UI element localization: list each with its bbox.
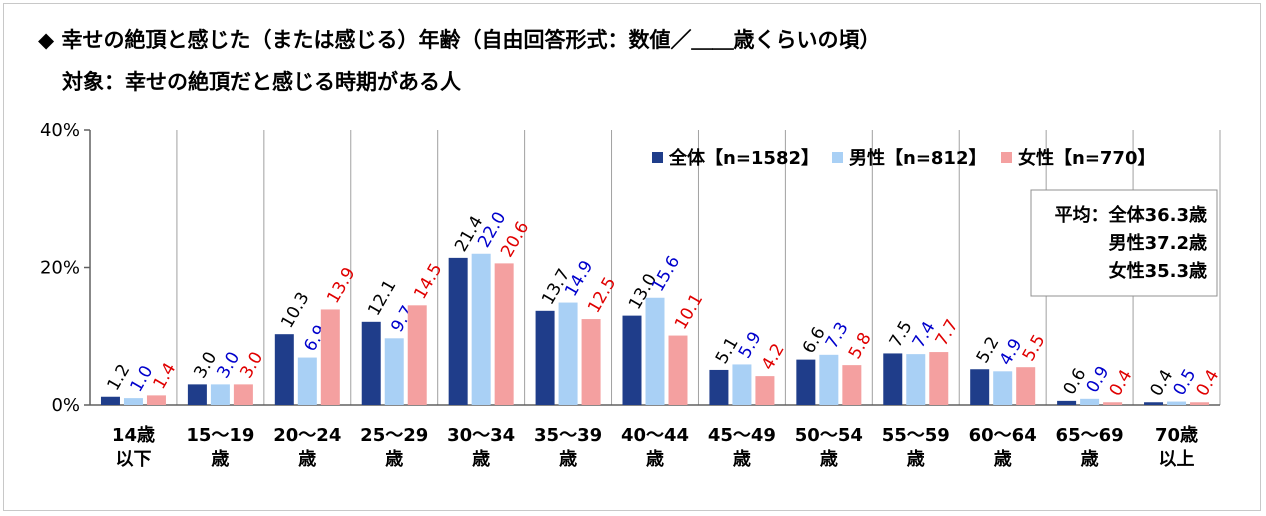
- bar: [471, 253, 491, 405]
- data-label: 10.1: [671, 290, 707, 333]
- average-box: [1030, 189, 1218, 297]
- bar: [906, 354, 926, 405]
- x-tick-label: 14歳: [112, 425, 155, 446]
- legend-label: 女性【n=770】: [1018, 147, 1155, 169]
- data-label: 1.4: [149, 359, 180, 392]
- x-tick-label: 以下: [115, 449, 151, 470]
- bar: [993, 371, 1013, 405]
- x-tick-label: 15～19: [186, 425, 254, 446]
- bar: [100, 396, 120, 405]
- bar: [883, 353, 903, 405]
- bar: [1016, 367, 1036, 405]
- chart-title: ◆ 幸せの絶頂と感じた（または感じる）年齢（自由回答形式：数値／＿＿歳くらいの頃…: [38, 28, 881, 52]
- x-tick-label: 歳: [1081, 449, 1099, 470]
- data-label: 5.5: [1019, 331, 1050, 364]
- x-tick-label: 55～59: [882, 425, 950, 446]
- x-tick-label: 40～44: [621, 425, 689, 446]
- average-line: 平均：全体36.3歳: [1055, 204, 1207, 226]
- bar: [1167, 401, 1187, 405]
- legend-label: 男性【n=812】: [849, 147, 986, 169]
- data-label: 1.2: [103, 361, 134, 394]
- legend-label: 全体【n=1582】: [668, 147, 819, 169]
- bar: [233, 384, 253, 405]
- x-tick-label: 以上: [1159, 449, 1195, 470]
- bar: [796, 359, 816, 405]
- legend-swatch: [832, 152, 843, 163]
- x-tick-label: 歳: [298, 449, 316, 470]
- bar: [146, 395, 166, 405]
- bar: [320, 309, 340, 405]
- x-tick-label: 歳: [385, 449, 403, 470]
- bar: [210, 384, 230, 405]
- y-tick-label: 20%: [40, 258, 80, 279]
- bar: [187, 384, 207, 405]
- bar: [668, 335, 688, 405]
- x-tick-label: 65～69: [1056, 425, 1124, 446]
- bar: [842, 365, 862, 405]
- bar: [581, 319, 601, 405]
- x-tick-label: 歳: [907, 449, 925, 470]
- average-line: 女性35.3歳: [1109, 260, 1207, 282]
- x-tick-label: 60～64: [969, 425, 1037, 446]
- data-label: 3.0: [236, 348, 267, 381]
- bar: [274, 334, 294, 405]
- bar: [297, 357, 317, 405]
- bar: [732, 364, 752, 405]
- bar: [622, 315, 642, 405]
- x-tick-label: 35～39: [534, 425, 602, 446]
- x-tick-label: 歳: [472, 449, 490, 470]
- bar: [448, 257, 468, 405]
- x-tick-label: 70歳: [1155, 425, 1198, 446]
- bar: [494, 263, 514, 405]
- bar: [1144, 402, 1164, 405]
- legend-swatch: [652, 152, 663, 163]
- x-tick-label: 歳: [211, 449, 229, 470]
- bar: [970, 369, 990, 405]
- bar: [558, 302, 578, 405]
- data-label: 10.3: [277, 289, 313, 332]
- data-label: 13.9: [323, 264, 359, 307]
- bar: [929, 352, 949, 405]
- bar: [123, 398, 143, 405]
- average-line: 男性37.2歳: [1109, 232, 1207, 254]
- bar: [535, 310, 555, 405]
- bar: [407, 305, 427, 405]
- bar: [709, 369, 729, 405]
- x-tick-label: 歳: [733, 449, 751, 470]
- chart-subtitle: 対象：幸せの絶頂だと感じる時期がある人: [62, 70, 461, 94]
- x-tick-label: 30～34: [447, 425, 515, 446]
- x-tick-label: 45～49: [708, 425, 776, 446]
- x-tick-label: 20～24: [273, 425, 341, 446]
- data-label: 0.4: [1193, 366, 1224, 399]
- data-label: 7.7: [932, 316, 963, 349]
- data-label: 14.5: [410, 260, 446, 303]
- bar: [361, 321, 381, 405]
- bar: [1103, 402, 1123, 405]
- x-tick-label: 歳: [646, 449, 664, 470]
- bar: [819, 354, 839, 405]
- x-tick-label: 歳: [820, 449, 838, 470]
- bar: [1080, 398, 1100, 405]
- y-tick-label: 0%: [51, 395, 80, 416]
- chart-frame: [3, 3, 1261, 511]
- bar: [1190, 402, 1210, 405]
- bar: [1057, 400, 1077, 405]
- legend-swatch: [1001, 152, 1012, 163]
- y-tick-label: 40%: [40, 120, 80, 141]
- bar: [755, 376, 775, 405]
- bar: [645, 297, 665, 405]
- x-tick-label: 25～29: [360, 425, 428, 446]
- x-tick-label: 歳: [559, 449, 577, 470]
- x-tick-label: 50～54: [795, 425, 863, 446]
- bar: [384, 338, 404, 405]
- x-tick-label: 歳: [994, 449, 1012, 470]
- data-label: 4.2: [758, 340, 789, 373]
- data-label: 15.6: [648, 252, 684, 295]
